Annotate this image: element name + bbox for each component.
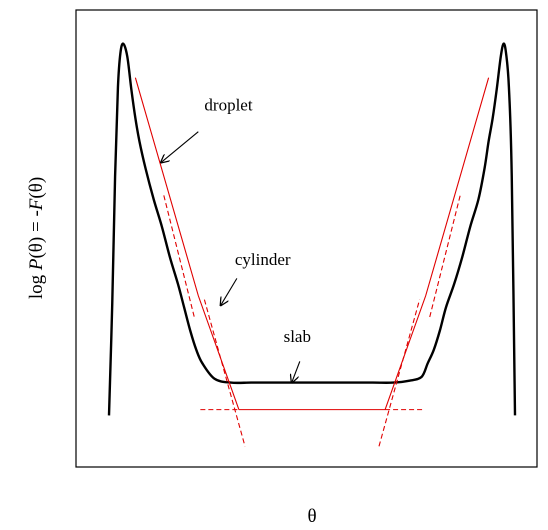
approx-dashed-line-4 [163, 195, 195, 318]
approx-solid-line-3 [384, 77, 490, 410]
annotation-label-slab: slab [284, 327, 311, 346]
free-energy-curve [107, 42, 517, 416]
y-label-part-5: (θ) [26, 177, 47, 199]
approx-solid-line-1 [134, 77, 240, 410]
plot-frame [75, 9, 538, 468]
series-layer [107, 42, 517, 447]
approx-dashed-line-5 [429, 195, 461, 318]
y-label-part-2: P [26, 258, 47, 271]
y-label-part-3: (θ) = - [26, 210, 47, 258]
annotation-label-droplet: droplet [204, 95, 252, 114]
annotation-label-cylinder: cylinder [235, 250, 291, 269]
annotation-layer: droplet cylinder slab [161, 95, 311, 382]
approx-dashed-line-6 [203, 299, 246, 447]
annotation-arrow-slab [292, 361, 301, 382]
annotation-arrow-droplet [161, 131, 199, 163]
y-label-part-1: log [26, 270, 47, 299]
y-label-part-4: F [26, 198, 47, 211]
approx-dashed-line-7 [378, 299, 421, 447]
x-axis-label: θ [307, 506, 316, 527]
y-axis-label: log P(θ) = -F(θ) [26, 177, 47, 299]
annotation-arrow-cylinder [221, 278, 238, 305]
